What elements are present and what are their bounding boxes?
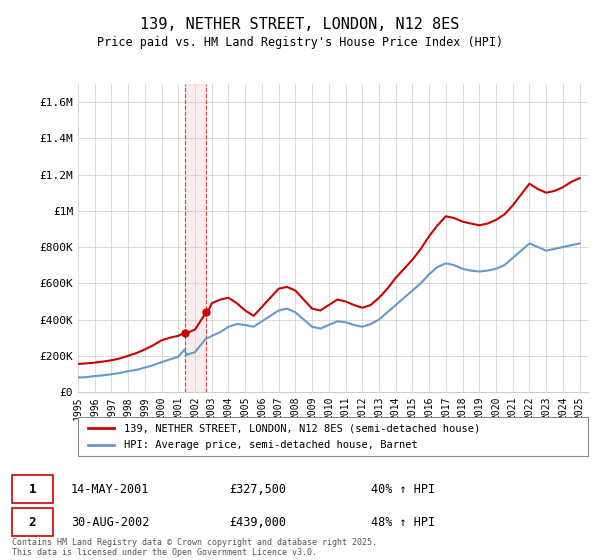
FancyBboxPatch shape: [12, 475, 53, 503]
Text: Price paid vs. HM Land Registry's House Price Index (HPI): Price paid vs. HM Land Registry's House …: [97, 36, 503, 49]
Text: 139, NETHER STREET, LONDON, N12 8ES (semi-detached house): 139, NETHER STREET, LONDON, N12 8ES (sem…: [124, 423, 480, 433]
Text: 40% ↑ HPI: 40% ↑ HPI: [371, 483, 434, 496]
Text: Contains HM Land Registry data © Crown copyright and database right 2025.
This d: Contains HM Land Registry data © Crown c…: [12, 538, 377, 557]
Text: £439,000: £439,000: [229, 516, 286, 529]
Text: £327,500: £327,500: [229, 483, 286, 496]
FancyBboxPatch shape: [12, 508, 53, 536]
Text: 1: 1: [29, 483, 36, 496]
Text: 30-AUG-2002: 30-AUG-2002: [71, 516, 149, 529]
Text: 2: 2: [29, 516, 36, 529]
Text: HPI: Average price, semi-detached house, Barnet: HPI: Average price, semi-detached house,…: [124, 440, 418, 450]
Text: 48% ↑ HPI: 48% ↑ HPI: [371, 516, 434, 529]
Bar: [185, 84, 206, 392]
FancyBboxPatch shape: [78, 417, 588, 456]
Text: 139, NETHER STREET, LONDON, N12 8ES: 139, NETHER STREET, LONDON, N12 8ES: [140, 17, 460, 32]
Text: 14-MAY-2001: 14-MAY-2001: [71, 483, 149, 496]
